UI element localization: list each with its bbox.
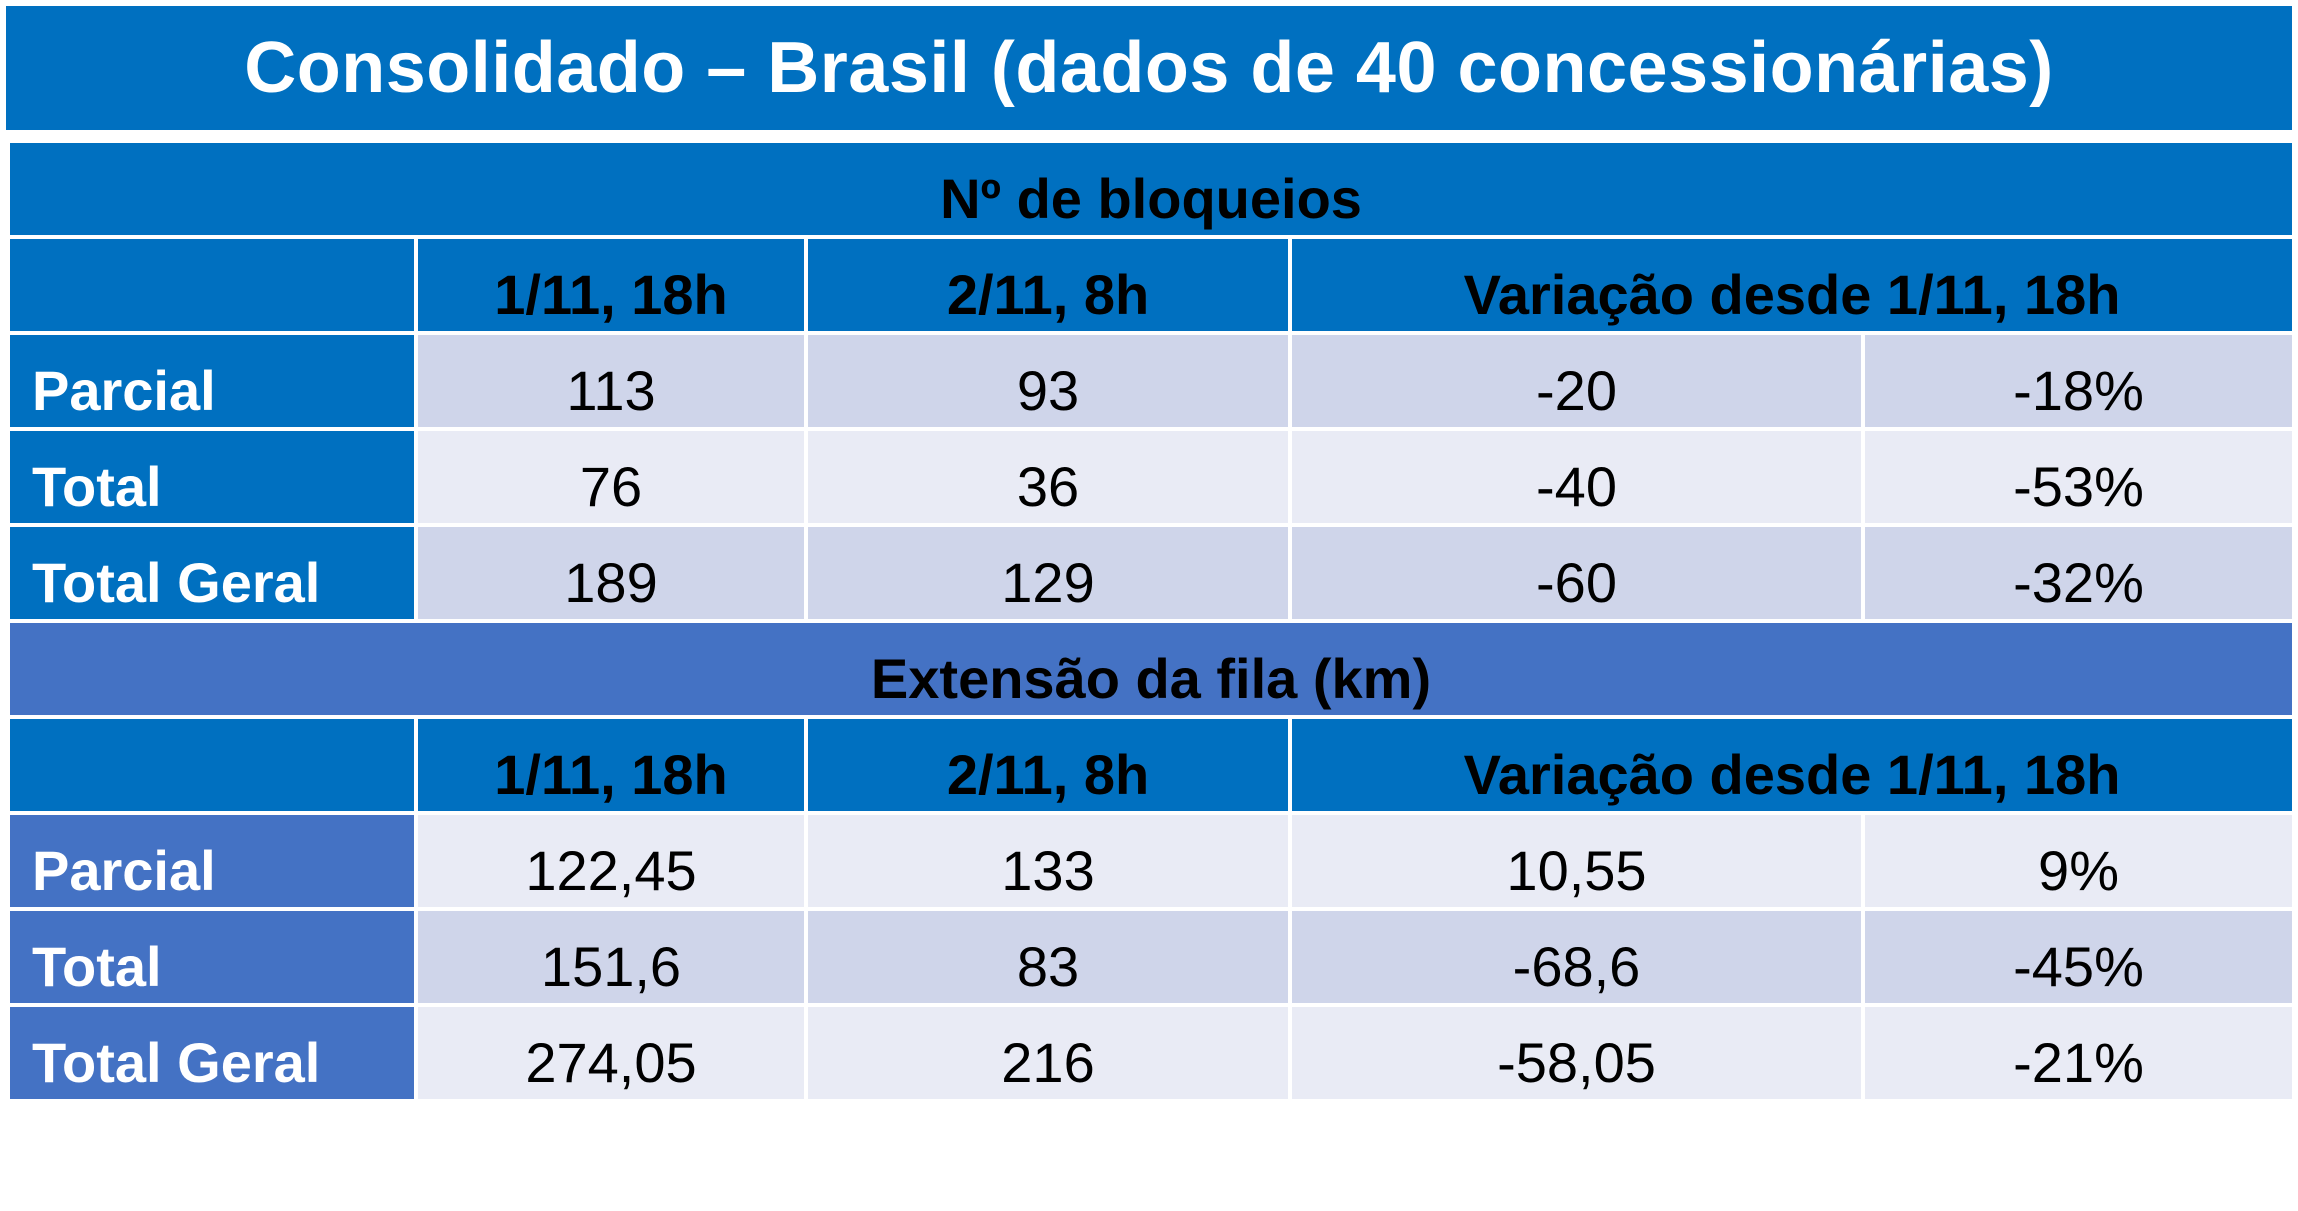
table-cell: -45% — [1860, 907, 2297, 1007]
table-cell: -40 — [1288, 427, 1865, 527]
column-header: 2/11, 8h — [804, 715, 1292, 815]
page-title: Consolidado – Brasil (dados de 40 conces… — [6, 6, 2292, 130]
table-cell: -60 — [1288, 523, 1865, 623]
table-cell: 189 — [414, 523, 808, 623]
table-row: Total 76 36 -40 -53% — [6, 427, 2297, 527]
column-header-row: 1/11, 18h 2/11, 8h Variação desde 1/11, … — [6, 715, 2297, 815]
data-table: Nº de bloqueios 1/11, 18h 2/11, 8h Varia… — [5, 139, 2297, 1103]
table-cell: -21% — [1860, 1003, 2297, 1103]
row-label: Total Geral — [6, 1003, 418, 1103]
table-cell: 216 — [804, 1003, 1292, 1103]
table-cell: 9% — [1860, 811, 2297, 911]
table-cell: 129 — [804, 523, 1292, 623]
section-heading: Nº de bloqueios — [5, 139, 2297, 239]
table-cell: 10,55 — [1288, 811, 1865, 911]
table-cell: 113 — [414, 331, 808, 431]
table-cell: -53% — [1860, 427, 2297, 527]
table-row: Total 151,6 83 -68,6 -45% — [6, 907, 2297, 1007]
column-header-empty — [6, 715, 418, 815]
column-header: Variação desde 1/11, 18h — [1287, 235, 2297, 335]
table-cell: 122,45 — [414, 811, 808, 911]
column-header: Variação desde 1/11, 18h — [1287, 715, 2297, 815]
section-heading-row: Nº de bloqueios — [5, 139, 2297, 239]
row-label: Total — [6, 427, 418, 527]
column-header: 2/11, 8h — [804, 235, 1292, 335]
table-cell: -20 — [1288, 331, 1865, 431]
table-cell: 151,6 — [414, 907, 808, 1007]
column-header-row: 1/11, 18h 2/11, 8h Variação desde 1/11, … — [6, 235, 2297, 335]
row-label: Parcial — [6, 331, 418, 431]
table-cell: -32% — [1860, 523, 2297, 623]
table-cell: 274,05 — [414, 1003, 808, 1103]
table-cell: 36 — [804, 427, 1292, 527]
table-row: Total Geral 189 129 -60 -32% — [6, 523, 2297, 623]
table-cell: -68,6 — [1288, 907, 1865, 1007]
row-label: Total Geral — [6, 523, 418, 623]
table-cell: 83 — [804, 907, 1292, 1007]
table-row: Total Geral 274,05 216 -58,05 -21% — [6, 1003, 2297, 1103]
column-header-empty — [6, 235, 418, 335]
row-label: Total — [6, 907, 418, 1007]
table-row: Parcial 122,45 133 10,55 9% — [6, 811, 2297, 911]
section-heading: Extensão da fila (km) — [5, 619, 2297, 719]
table-cell: 76 — [414, 427, 808, 527]
table-cell: -58,05 — [1288, 1003, 1865, 1103]
column-header: 1/11, 18h — [414, 235, 808, 335]
column-header: 1/11, 18h — [414, 715, 808, 815]
table-cell: 93 — [804, 331, 1292, 431]
table-cell: -18% — [1860, 331, 2297, 431]
table-row: Parcial 113 93 -20 -18% — [6, 331, 2297, 431]
row-label: Parcial — [6, 811, 418, 911]
section-heading-row: Extensão da fila (km) — [5, 619, 2297, 719]
table-cell: 133 — [804, 811, 1292, 911]
